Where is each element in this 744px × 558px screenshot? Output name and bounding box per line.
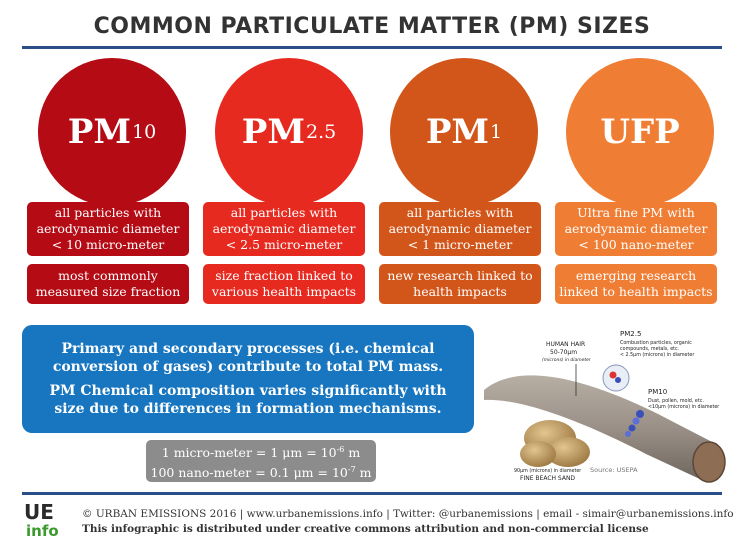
hair-unit: (microns) in diameter [542,357,592,363]
pm1-definition: all particles with aerodynamic diameter … [379,202,541,256]
sand-size: 90μm (microns) in diameter [514,468,581,474]
pm25-illus-desc-2: compounds, metals, etc. [620,346,679,352]
logo-info-text: info [26,522,59,540]
pm1-note: new research linked to health impacts [379,264,541,304]
pm10-particle-icon [632,417,640,425]
pm25-note: size fraction linked to various health i… [203,264,365,304]
pm25-illus-label: PM2.5 [620,330,641,338]
human-hair-icon [484,375,716,480]
pm1-label: PM [425,112,490,152]
pm10-particle-icon [625,431,631,437]
sand-grain-icon [520,441,556,467]
pm25-circle: PM 2.5 [215,58,363,206]
pm10-note: most commonly measured size fraction [27,264,189,304]
conv2-a: 100 nano-meter = 0.1 [150,465,294,481]
hair-label: HUMAN HAIR [546,341,585,348]
pm25-subscript: 2.5 [305,121,337,143]
ufp-note: emerging research linked to health impac… [555,264,717,304]
ufp-label: UFP [600,112,680,152]
info-line-2: PM Chemical composition varies significa… [49,383,447,417]
pm25-particle-icon [609,371,617,379]
pm25-illus-desc-1: Combustion particles, organic [620,340,692,346]
conv2-c: m [355,465,372,481]
ufp-circle: UFP [566,58,714,206]
conv2-exp: -7 [347,465,356,474]
footer-contact: © URBAN EMISSIONS 2016 | www.urbanemissi… [82,508,734,520]
hair-cross-section-icon [692,441,726,483]
pm25-label: PM [241,112,305,152]
pm10-illus-label: PM10 [648,388,667,396]
title-divider [22,46,722,49]
hair-size: 50-70μm [550,349,577,356]
pm10-illus-desc-1: Dust, pollen, mold, etc. [648,398,704,404]
pm10-definition: all particles with aerodynamic diameter … [27,202,189,256]
conv1-a: 1 micro-meter = 1 [161,445,283,460]
sand-grain-icon [546,437,590,467]
pm1-circle: PM 1 [390,58,538,206]
pm10-label: PM [67,112,131,152]
pm10-particle-icon [636,410,644,418]
sand-label: FINE BEACH SAND [520,475,575,482]
info-line-1: Primary and secondary processes (i.e. ch… [52,341,444,375]
footer-divider [22,492,722,495]
page-title: COMMON PARTICULATE MATTER (PM) SIZES [93,14,651,39]
conv1-c: m [344,445,361,460]
hair-sand-comparison-illustration: HUMAN HAIR 50-70μm (microns) in diameter… [484,330,726,483]
pm10-subscript: 10 [132,121,157,143]
conversion-line-2: 100 nano-meter = 0.1 μm = 10-7 m [146,461,376,481]
pm10-illus-desc-2: <10μm (microns) in diameter [648,404,719,410]
pm10-circle: PM 10 [38,58,186,206]
urban-emissions-logo: UE info [24,500,64,544]
ufp-definition: Ultra fine PM with aerodynamic diameter … [555,202,717,256]
pm25-illus-desc-3: < 2.5μm (microns) in diameter [620,352,694,358]
conv2-unit: μm [293,465,314,481]
logo-ue-text: UE [24,500,54,524]
conv1-b: = 10 [302,445,337,460]
pm1-subscript: 1 [490,121,503,143]
pm10-particle-icon [628,424,636,432]
conv1-unit: μm [282,445,303,460]
formation-info-panel: Primary and secondary processes (i.e. ch… [22,325,474,433]
pm25-definition: all particles with aerodynamic diameter … [203,202,365,256]
conv2-b: = 10 [313,465,348,481]
footer-license: This infographic is distributed under cr… [82,523,649,535]
pm25-particle-icon [615,377,621,383]
conversion-line-1: 1 micro-meter = 1 μm = 10-6 m [146,441,376,461]
conv1-exp: -6 [336,444,345,454]
unit-conversion-box: 1 micro-meter = 1 μm = 10-6 m 100 nano-m… [146,440,376,482]
source-credit: Source: USEPA [590,466,638,474]
